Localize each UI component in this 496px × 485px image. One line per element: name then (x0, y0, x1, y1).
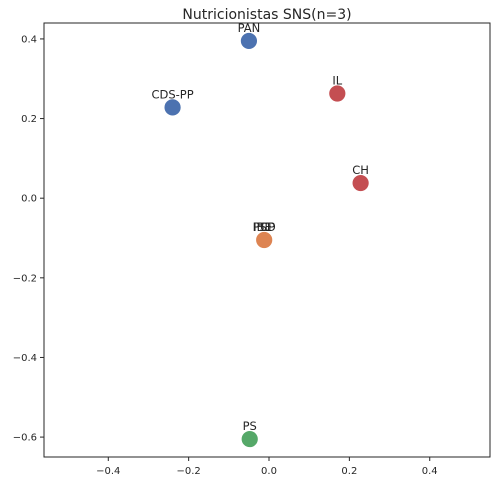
x-tick-label: −0.2 (177, 466, 201, 477)
axes-layer: −0.4 −0.2 0.0 0.2 0.4 −0.6 −0.4 −0.2 0.0 0.2 0.4 (13, 22, 491, 477)
data-point (240, 430, 259, 448)
data-point (328, 84, 347, 103)
point-label: CDS-PP (151, 87, 193, 101)
y-tick-label: −0.6 (13, 433, 37, 444)
y-tick-label: 0.0 (21, 194, 37, 205)
x-tick-label: 0.0 (261, 466, 277, 477)
chart-title: Nutricionistas SNS(n=3) (182, 7, 351, 23)
y-tick-label: −0.4 (13, 353, 37, 364)
data-point (163, 98, 182, 117)
marks-layer (163, 32, 370, 448)
x-tick-label: 0.2 (341, 466, 357, 477)
point-label: CH (352, 163, 369, 177)
y-tick-label: 0.4 (21, 34, 37, 45)
data-point (351, 174, 370, 192)
point-label: PS (243, 419, 257, 433)
y-tick-label: 0.2 (21, 114, 37, 125)
point-label: PCP (253, 220, 275, 234)
x-tick-label: −0.4 (96, 466, 120, 477)
point-label: IL (332, 73, 342, 87)
point-label: PAN (238, 21, 261, 35)
plot-frame (43, 22, 491, 458)
data-point (255, 231, 274, 249)
data-point (240, 32, 258, 50)
x-tick-label: 0.4 (422, 466, 438, 477)
y-tick-label: −0.2 (13, 273, 37, 284)
point-label: BE (257, 220, 272, 234)
point-label: PSD (253, 220, 276, 234)
